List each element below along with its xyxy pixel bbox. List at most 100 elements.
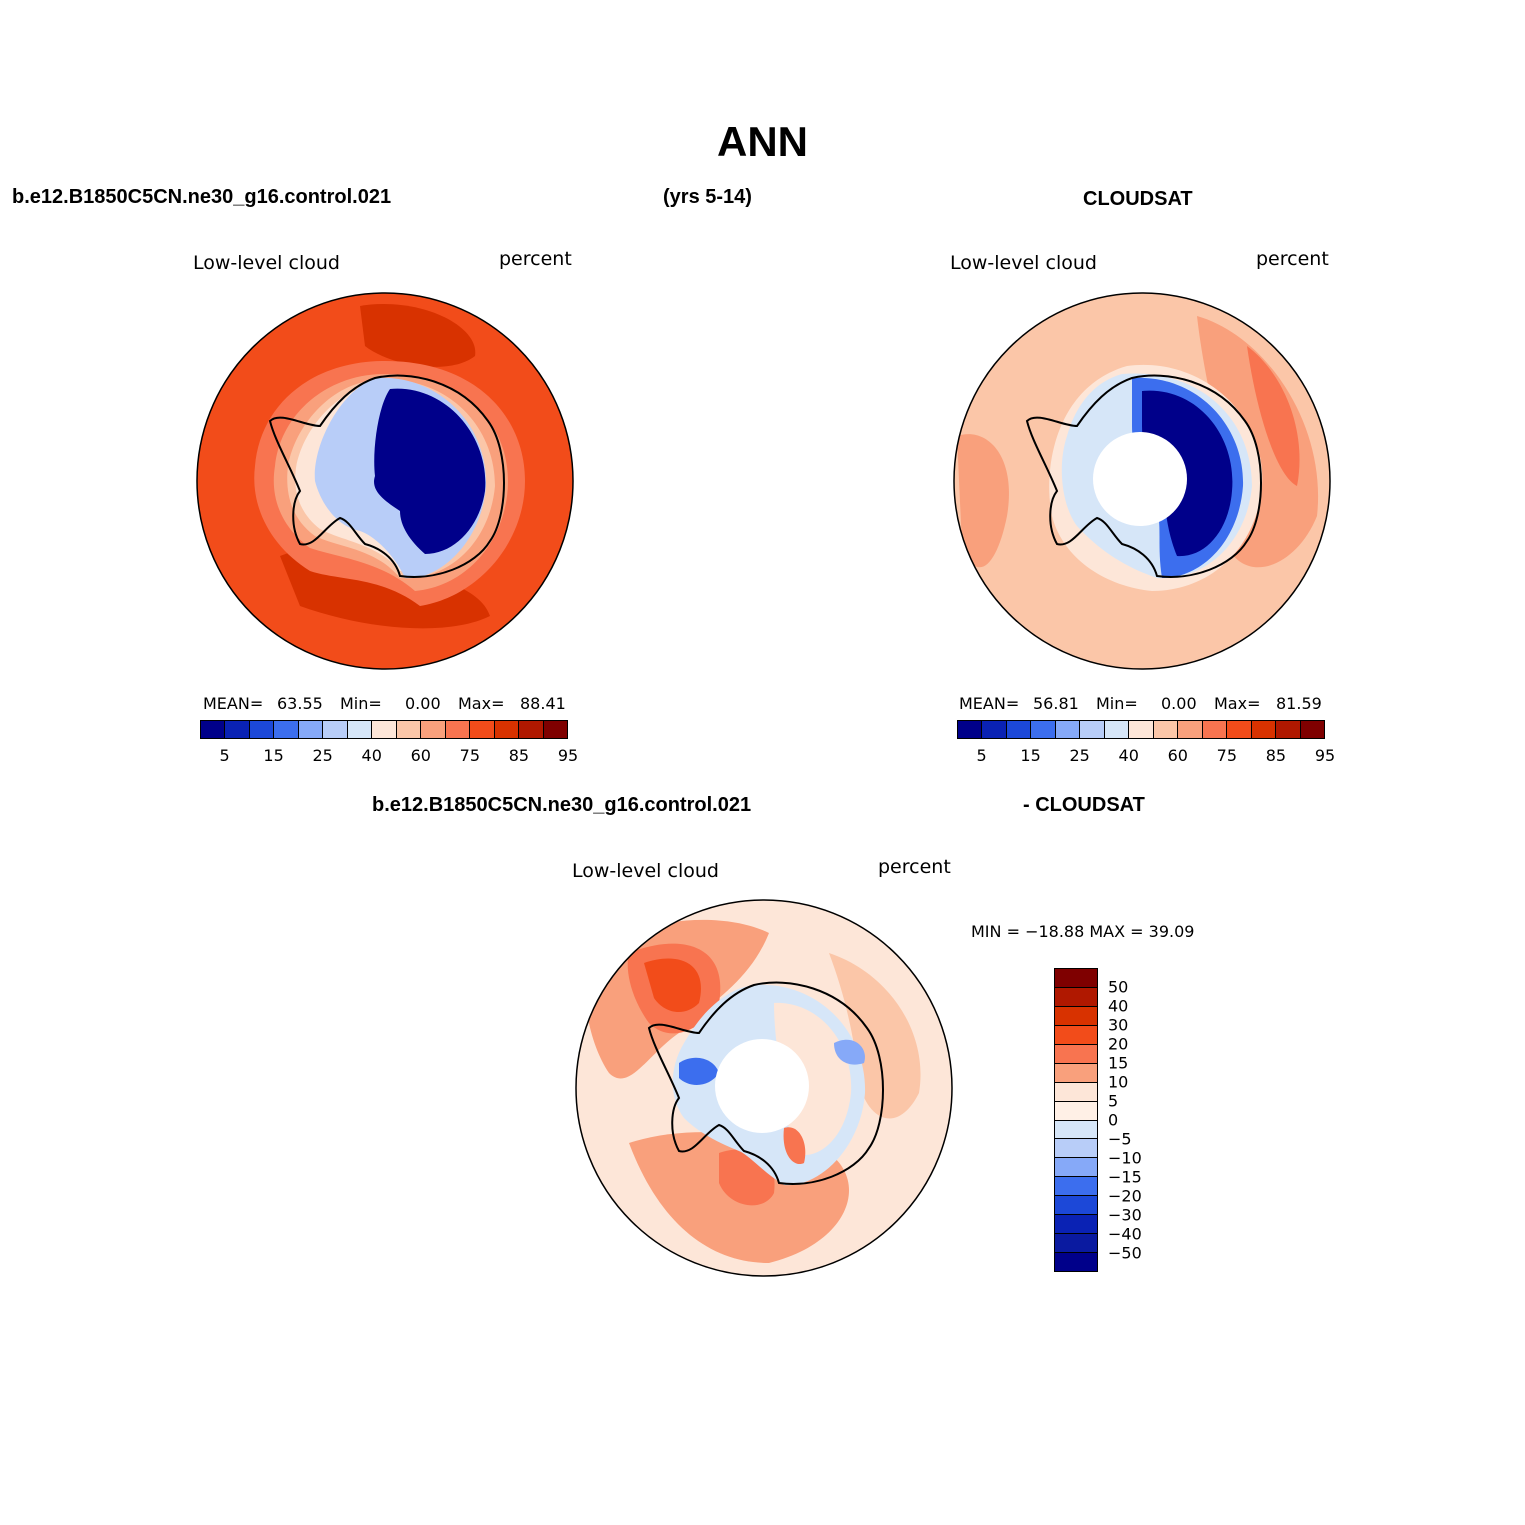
colorbar-difference-swatch [1055, 1196, 1097, 1216]
map-diff-red-nw [644, 958, 701, 1013]
colorbar-model [200, 720, 568, 739]
colorbar-cloudsat-swatch [1300, 721, 1325, 738]
colorbar-model-swatch [543, 721, 568, 738]
panel3-units: percent [878, 856, 951, 878]
panel1-variable: Low-level cloud [193, 252, 340, 274]
colorbar-difference-swatch [1055, 1063, 1097, 1083]
colorbar-model-swatch [470, 721, 495, 738]
colorbar-cloudsat-swatch [1227, 721, 1252, 738]
colorbar-difference-swatch [1055, 1120, 1097, 1140]
colorbar-difference-swatch [1055, 1006, 1097, 1026]
panel2-max: 81.59 [1276, 694, 1322, 713]
map-cloudsat-coast [1025, 374, 1262, 578]
colorbar-model-swatch [249, 721, 275, 738]
colorbar-difference-tick-label: 0 [1108, 1110, 1119, 1130]
map-diff-missing-hole [715, 1039, 809, 1133]
colorbar-difference-swatch [1055, 1025, 1097, 1045]
colorbar-cloudsat-tick-label: 75 [1216, 746, 1238, 765]
obs-name-header: CLOUDSAT [1083, 188, 1193, 210]
map-cloudsat-salmon-east [1197, 316, 1319, 568]
colorbar-model-swatch [421, 721, 446, 738]
map-diff-blue-west [679, 1057, 719, 1085]
map-model-dark-north [360, 304, 476, 367]
map-cloudsat-orange-east [1247, 346, 1300, 486]
colorbar-model-tick-label: 25 [312, 746, 333, 765]
panel2-min-label: Min= [1096, 694, 1138, 713]
map-diff-coast [647, 981, 884, 1185]
colorbar-cloudsat [957, 720, 1325, 739]
colorbar-difference-tick-label: −40 [1108, 1224, 1142, 1244]
map-model [196, 292, 574, 670]
panel3-minmax: MIN = −18.88 MAX = 39.09 [971, 922, 1195, 941]
colorbar-difference-tick-label: 10 [1108, 1072, 1129, 1092]
colorbar-cloudsat-swatch [1276, 721, 1301, 738]
colorbar-model-swatch [298, 721, 324, 738]
colorbar-cloudsat-swatch [1202, 721, 1228, 738]
colorbar-model-swatch [519, 721, 544, 738]
colorbar-cloudsat-tick-label: 60 [1167, 746, 1188, 765]
colorbar-model-tick-label: 75 [459, 746, 481, 765]
colorbar-difference-swatch [1055, 1158, 1097, 1178]
map-cloudsat-salmon-west [957, 434, 1009, 568]
panel1-min-label: Min= [340, 694, 382, 713]
panel3-variable: Low-level cloud [572, 860, 719, 882]
colorbar-model-swatch [372, 721, 397, 738]
colorbar-difference-swatch [1055, 1177, 1097, 1197]
panel2-mean: 56.81 [1033, 694, 1079, 713]
diff-obs-header: - CLOUDSAT [1023, 794, 1145, 816]
colorbar-model-tick-label: 15 [263, 746, 284, 765]
colorbar-difference-swatch [1055, 1139, 1097, 1159]
colorbar-model-swatch [396, 721, 422, 738]
colorbar-cloudsat-tick-label: 85 [1265, 746, 1287, 765]
colorbar-cloudsat-tick-label: 5 [976, 746, 987, 765]
colorbar-difference-swatch [1055, 1215, 1097, 1235]
colorbar-cloudsat-swatch [1104, 721, 1130, 738]
colorbar-cloudsat-swatch [982, 721, 1007, 738]
colorbar-difference-swatch [1055, 1044, 1097, 1064]
map-cloudsat-ice-core [1142, 390, 1233, 557]
colorbar-difference-swatch [1055, 1234, 1097, 1254]
colorbar-model-swatch [494, 721, 520, 738]
colorbar-difference-tick-label: 5 [1108, 1091, 1119, 1111]
panel1-max-label: Max= [458, 694, 505, 713]
colorbar-difference-tick-label: 30 [1108, 1015, 1129, 1035]
colorbar-cloudsat-swatch [1251, 721, 1277, 738]
colorbar-model-tick-label: 60 [410, 746, 431, 765]
map-model-coast [268, 374, 505, 578]
colorbar-cloudsat-swatch [1178, 721, 1203, 738]
colorbar-model-swatch [225, 721, 250, 738]
colorbar-model-tick-label: 5 [219, 746, 230, 765]
colorbar-difference-swatch [1055, 969, 1097, 988]
colorbar-difference-tick-label: −20 [1108, 1186, 1142, 1206]
colorbar-difference-tick-label: −50 [1108, 1243, 1142, 1263]
map-difference [575, 899, 953, 1277]
colorbar-difference-swatch [1055, 1253, 1097, 1271]
colorbar-model-tick-label: 95 [557, 746, 579, 765]
colorbar-cloudsat-swatch [958, 721, 983, 738]
colorbar-model-swatch [347, 721, 373, 738]
colorbar-difference-tick-label: −30 [1108, 1205, 1142, 1225]
diff-case-header: b.e12.B1850C5CN.ne30_g16.control.021 [372, 794, 752, 816]
map-diff-red-south [783, 1127, 806, 1165]
colorbar-difference-swatch [1055, 1101, 1097, 1121]
colorbar-difference-tick-label: 40 [1108, 996, 1129, 1016]
panel2-mean-label: MEAN= [959, 694, 1020, 713]
colorbar-cloudsat-swatch [1080, 721, 1105, 738]
panel1-max: 88.41 [520, 694, 566, 713]
colorbar-difference-tick-label: 20 [1108, 1034, 1129, 1054]
colorbar-cloudsat-ticks: 5 15 25 40 60 75 85 95 [957, 746, 1335, 766]
map-diff-peach-east [829, 953, 921, 1119]
colorbar-difference-swatch [1055, 987, 1097, 1007]
map-diff-blue-east [834, 1039, 865, 1065]
panel2-min: 0.00 [1161, 694, 1197, 713]
colorbar-model-swatch [274, 721, 299, 738]
colorbar-model-swatch [445, 721, 471, 738]
colorbar-difference [1054, 968, 1098, 1272]
colorbar-model-swatch [201, 721, 226, 738]
main-title: ANN [717, 118, 808, 165]
colorbar-difference-tick-label: −5 [1108, 1129, 1132, 1149]
colorbar-model-swatch [323, 721, 348, 738]
colorbar-difference-tick-label: −10 [1108, 1148, 1142, 1168]
panel2-units: percent [1256, 248, 1329, 270]
colorbar-cloudsat-tick-label: 95 [1314, 746, 1336, 765]
